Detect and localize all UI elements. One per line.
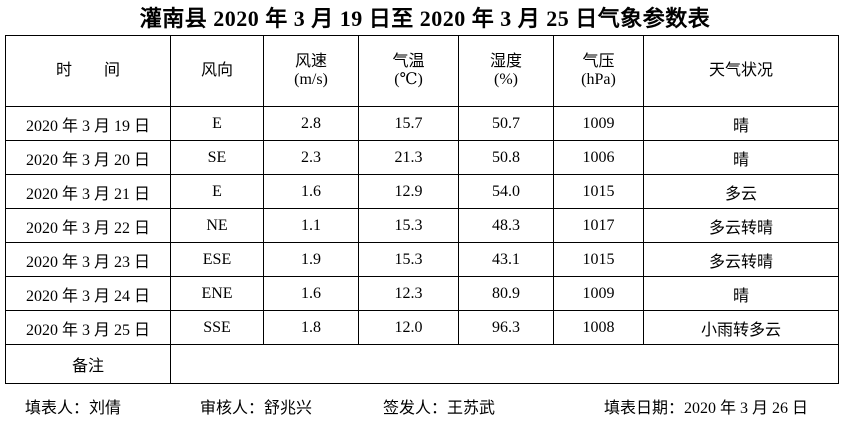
- wind-speed-cell: 2.3: [263, 140, 359, 175]
- col-header-pressure: 气压 (hPa): [553, 35, 644, 107]
- date-cell: 2020 年 3 月 21 日: [5, 174, 171, 209]
- wind-direction-cell: SSE: [170, 310, 264, 345]
- wind-speed-cell: 1.6: [263, 276, 359, 311]
- remark-value-cell: [170, 344, 839, 384]
- temperature-cell: 12.0: [358, 310, 459, 345]
- table-row: 2020 年 3 月 22 日 NE 1.1 15.3 48.3 1017 多云…: [5, 208, 839, 243]
- pressure-cell: 1017: [553, 208, 644, 243]
- weather-cell: 晴: [643, 106, 839, 141]
- col-header-weather: 天气状况: [643, 35, 839, 107]
- col-header-weather-label: 天气状况: [708, 61, 773, 79]
- col-header-wind-direction-label: 风向: [200, 61, 233, 79]
- temperature-cell: 15.7: [358, 106, 459, 141]
- col-header-humidity-unit: (%): [494, 71, 518, 88]
- humidity-cell: 48.3: [458, 208, 554, 243]
- wind-direction-cell: ENE: [170, 276, 264, 311]
- temperature-cell: 15.3: [358, 208, 459, 243]
- weather-cell: 小雨转多云: [643, 310, 839, 345]
- footer-reviewed-by: 审核人：舒兆兴: [200, 400, 313, 417]
- table-row: 2020 年 3 月 23 日 ESE 1.9 15.3 43.1 1015 多…: [5, 242, 839, 277]
- humidity-cell: 96.3: [458, 310, 554, 345]
- pressure-cell: 1009: [553, 106, 644, 141]
- humidity-cell: 50.8: [458, 140, 554, 175]
- temperature-cell: 12.9: [358, 174, 459, 209]
- col-header-temperature: 气温 (℃): [358, 35, 459, 107]
- col-header-time: 时 间: [5, 35, 171, 107]
- pressure-cell: 1006: [553, 140, 644, 175]
- wind-direction-cell: E: [170, 106, 264, 141]
- wind-speed-cell: 1.9: [263, 242, 359, 277]
- date-cell: 2020 年 3 月 22 日: [5, 208, 171, 243]
- page-title: 灌南县 2020 年 3 月 19 日至 2020 年 3 月 25 日气象参数…: [139, 6, 711, 31]
- humidity-cell: 80.9: [458, 276, 554, 311]
- weather-cell: 多云转晴: [643, 208, 839, 243]
- wind-speed-cell: 1.6: [263, 174, 359, 209]
- wind-speed-cell: 1.8: [263, 310, 359, 345]
- weather-table: 时 间 风向 风速 (m/s) 气温 (℃) 湿度 (%) 气压 (hPa) 天气状况 …: [5, 35, 839, 384]
- pressure-cell: 1009: [553, 276, 644, 311]
- footer-issued-by: 签发人：王苏武: [383, 400, 496, 417]
- temperature-cell: 21.3: [358, 140, 459, 175]
- date-cell: 2020 年 3 月 19 日: [5, 106, 171, 141]
- pressure-cell: 1008: [553, 310, 644, 345]
- table-row: 2020 年 3 月 24 日 ENE 1.6 12.3 80.9 1009 晴: [5, 276, 839, 311]
- date-cell: 2020 年 3 月 23 日: [5, 242, 171, 277]
- wind-speed-cell: 1.1: [263, 208, 359, 243]
- wind-direction-cell: E: [170, 174, 264, 209]
- col-header-pressure-label: 气压: [582, 52, 615, 70]
- header-row: 时 间 风向 风速 (m/s) 气温 (℃) 湿度 (%) 气压 (hPa) 天气状况: [5, 35, 839, 107]
- temperature-cell: 15.3: [358, 242, 459, 277]
- remark-label-cell: 备注: [5, 344, 171, 384]
- weather-cell: 多云转晴: [643, 242, 839, 277]
- table-row: 2020 年 3 月 20 日 SE 2.3 21.3 50.8 1006 晴: [5, 140, 839, 175]
- col-header-time-label: 时 间: [55, 61, 120, 79]
- remark-row: 备注: [5, 344, 839, 384]
- col-header-wind-direction: 风向: [170, 35, 264, 107]
- table-row: 2020 年 3 月 19 日 E 2.8 15.7 50.7 1009 晴: [5, 106, 839, 141]
- col-header-wind-speed-label: 风速: [294, 52, 327, 70]
- weather-cell: 多云: [643, 174, 839, 209]
- date-cell: 2020 年 3 月 25 日: [5, 310, 171, 345]
- col-header-wind-speed: 风速 (m/s): [263, 35, 359, 107]
- wind-direction-cell: ESE: [170, 242, 264, 277]
- weather-cell: 晴: [643, 276, 839, 311]
- table-row: 2020 年 3 月 25 日 SSE 1.8 12.0 96.3 1008 小…: [5, 310, 839, 345]
- date-cell: 2020 年 3 月 20 日: [5, 140, 171, 175]
- weather-cell: 晴: [643, 140, 839, 175]
- col-header-temperature-unit: (℃): [394, 71, 423, 88]
- col-header-wind-speed-unit: (m/s): [294, 71, 328, 88]
- footer-fill-date: 填表日期：2020 年 3 月 26 日: [604, 400, 809, 417]
- humidity-cell: 50.7: [458, 106, 554, 141]
- footer: 填表人：刘倩 审核人：舒兆兴 签发人：王苏武 填表日期：2020 年 3 月 2…: [0, 384, 850, 422]
- pressure-cell: 1015: [553, 174, 644, 209]
- footer-filled-by: 填表人：刘倩: [25, 400, 122, 417]
- col-header-temperature-label: 气温: [392, 52, 425, 70]
- humidity-cell: 43.1: [458, 242, 554, 277]
- table-row: 2020 年 3 月 21 日 E 1.6 12.9 54.0 1015 多云: [5, 174, 839, 209]
- wind-direction-cell: SE: [170, 140, 264, 175]
- pressure-cell: 1015: [553, 242, 644, 277]
- col-header-pressure-unit: (hPa): [581, 71, 616, 88]
- date-cell: 2020 年 3 月 24 日: [5, 276, 171, 311]
- temperature-cell: 12.3: [358, 276, 459, 311]
- wind-direction-cell: NE: [170, 208, 264, 243]
- col-header-humidity: 湿度 (%): [458, 35, 554, 107]
- humidity-cell: 54.0: [458, 174, 554, 209]
- wind-speed-cell: 2.8: [263, 106, 359, 141]
- col-header-humidity-label: 湿度: [489, 52, 522, 70]
